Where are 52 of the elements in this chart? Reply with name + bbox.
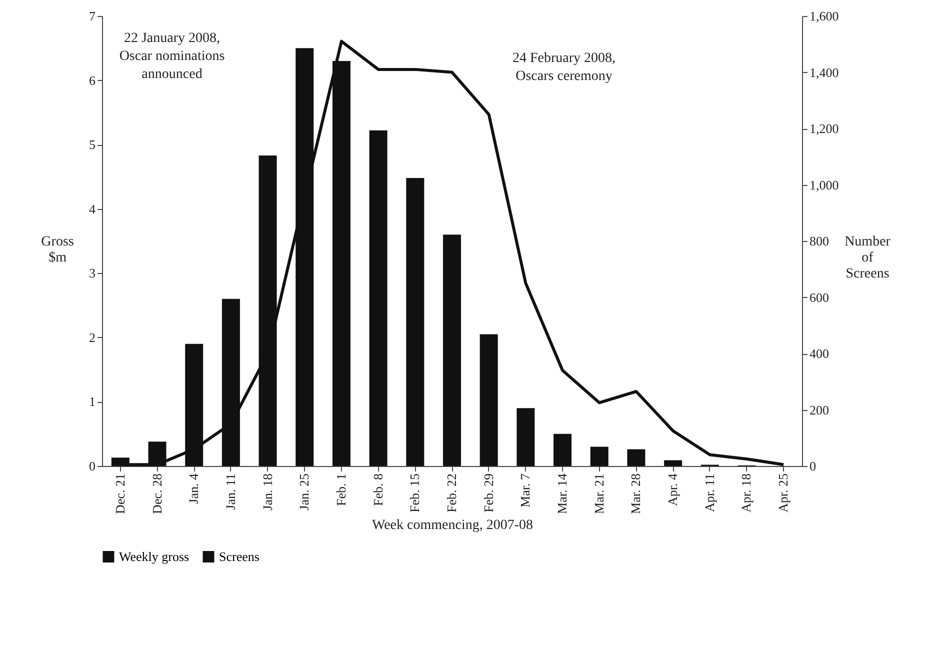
bar	[406, 178, 424, 466]
y-tick-label: 1	[89, 394, 96, 410]
x-tick-label: Dec. 21	[112, 474, 128, 514]
annotation: 24 February 2008, Oscars ceremony	[512, 51, 616, 84]
bar	[480, 334, 498, 466]
x-axis-title: Week commencing, 2007-08	[372, 518, 533, 533]
annotation: 22 January 2008, Oscar nominations announced	[119, 31, 225, 82]
y2-tick-label: 200	[810, 402, 829, 418]
bar	[369, 130, 388, 466]
bar	[590, 446, 608, 466]
y-tick-label: 7	[89, 8, 96, 24]
y2-tick-label: 1,200	[810, 121, 839, 136]
legend-label: Screens	[219, 548, 260, 564]
x-tick-label: Feb. 1	[333, 474, 348, 506]
bar	[516, 408, 535, 466]
y-tick-label: 4	[89, 201, 96, 216]
x-tick-label: Mar. 14	[554, 473, 570, 514]
x-tick-label: Feb. 29	[480, 474, 496, 512]
bar	[627, 449, 646, 466]
y2-tick-label: 0	[810, 458, 816, 474]
y-tick-label: 6	[89, 72, 96, 88]
y-axis-title: Gross $m	[41, 234, 74, 266]
x-tick-label: Apr. 18	[738, 474, 754, 512]
y2-tick-label: 800	[810, 234, 829, 248]
bar	[443, 234, 461, 466]
y-tick-label: 0	[89, 458, 96, 474]
x-tick-label: Jan. 25	[296, 474, 312, 510]
y-tick-label: 5	[89, 137, 96, 152]
x-tick-label: Apr. 4	[665, 473, 680, 506]
y2-tick-label: 1,000	[810, 177, 839, 192]
bar	[664, 460, 682, 466]
y2-axis-title: Number of Screens	[844, 234, 891, 282]
legend-label: Weekly gross	[119, 548, 190, 564]
y2-tick-label: 1,600	[810, 8, 839, 24]
y-tick-label: 2	[89, 330, 96, 345]
x-tick-label: Mar. 28	[628, 474, 644, 514]
bar	[554, 434, 572, 466]
y2-tick-label: 400	[810, 346, 829, 361]
x-tick-label: Apr. 25	[776, 474, 791, 512]
x-tick-label: Jan. 4	[186, 473, 202, 504]
x-tick-label: Feb. 22	[444, 474, 459, 512]
y2-tick-label: 1,400	[810, 64, 839, 80]
x-tick-label: Feb. 15	[407, 474, 422, 512]
y-tick-label: 3	[89, 266, 96, 281]
x-tick-label: Dec. 28	[149, 474, 164, 514]
x-tick-label: Jan. 18	[260, 474, 275, 510]
x-tick-label: Jan. 11	[222, 474, 238, 510]
x-tick-label: Mar. 21	[591, 474, 606, 514]
x-tick-label: Mar. 7	[518, 473, 533, 508]
y2-tick-label: 600	[810, 290, 829, 305]
x-tick-label: Feb. 8	[370, 474, 386, 506]
x-tick-label: Apr. 11	[702, 474, 717, 512]
